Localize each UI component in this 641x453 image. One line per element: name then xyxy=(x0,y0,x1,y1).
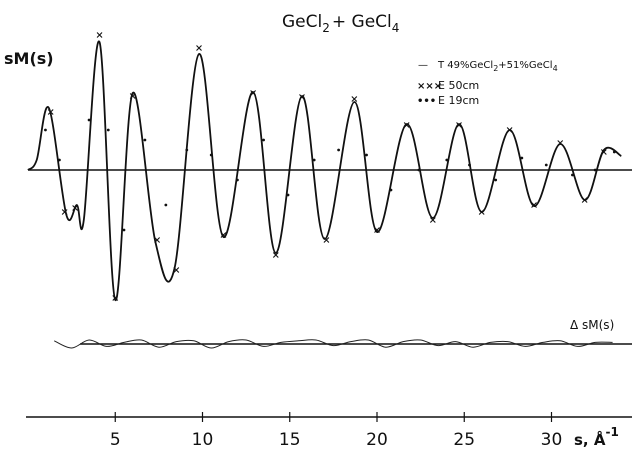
y-axis-label: sM(s) xyxy=(4,49,54,68)
chart-title: GeCl2 + GeCl4 xyxy=(282,12,399,35)
series-19cm-point xyxy=(262,138,265,142)
series-50cm-point xyxy=(47,109,54,115)
series-50cm-point xyxy=(173,267,180,273)
legend-entry-theory: — T 49%GeCl2+51%GeCl4 xyxy=(418,60,558,73)
series-50cm-point xyxy=(272,252,279,258)
series-50cm-point xyxy=(196,45,202,51)
series-19cm-point xyxy=(365,153,368,157)
series-19cm-point xyxy=(58,158,61,162)
x-tick-label: 15 xyxy=(279,430,301,450)
x-tick-label: 20 xyxy=(366,430,388,450)
series-50cm-point xyxy=(531,202,537,208)
series-50cm-point xyxy=(506,127,513,133)
series-50cm-point xyxy=(323,237,330,243)
series-19cm-point xyxy=(185,148,189,152)
series-19cm-point xyxy=(44,128,47,132)
series-50cm-point xyxy=(96,32,103,38)
x-tick-label: 25 xyxy=(453,430,475,450)
series-19cm-point xyxy=(312,158,316,162)
series-50cm-point xyxy=(557,140,564,146)
series-50cm-point xyxy=(220,232,227,238)
series-19cm-point xyxy=(494,178,498,182)
legend-entry-19cm: ••• E 19cm xyxy=(417,94,479,107)
legend: — T 49%GeCl2+51%GeCl4 ××× E 50cm ••• E 1… xyxy=(417,60,558,107)
legend-marker-theory: — xyxy=(418,60,428,71)
series-layer xyxy=(27,32,622,301)
difference-layer xyxy=(53,339,613,349)
x-tick-label: 5 xyxy=(110,430,121,450)
series-19cm-point xyxy=(520,156,524,160)
series-19cm-point xyxy=(164,203,168,207)
legend-marker-19cm: ••• xyxy=(417,96,436,107)
x-tick-label: 30 xyxy=(541,430,563,450)
series-50cm-point xyxy=(129,93,136,99)
series-19cm-point xyxy=(468,163,471,167)
series-50cm-point xyxy=(581,197,588,203)
series-19cm-point xyxy=(593,168,597,172)
series-19cm-point xyxy=(236,178,239,182)
legend-label-19cm: E 19cm xyxy=(438,94,479,107)
legend-entry-50cm: ××× E 50cm xyxy=(417,79,479,92)
series-19cm-point xyxy=(612,150,616,154)
series-50cm-point xyxy=(600,149,607,155)
series-50cm-point xyxy=(478,209,485,215)
series-50cm-point xyxy=(456,122,462,128)
legend-marker-50cm: ××× xyxy=(417,81,442,92)
series-50cm-point xyxy=(72,205,79,211)
series-19cm-point xyxy=(389,188,393,192)
difference-curve xyxy=(53,339,613,349)
difference-label: Δ sM(s) xyxy=(570,318,614,332)
x-axis-ticks: 5 10 15 20 25 30 xyxy=(110,412,562,450)
series-19cm-point xyxy=(337,148,341,152)
series-50cm-point xyxy=(374,227,380,233)
x-tick-label: 10 xyxy=(192,430,214,450)
legend-label-theory: T 49%GeCl2+51%GeCl4 xyxy=(437,60,558,73)
x-axis-label: s, Å-1 xyxy=(574,425,619,449)
series-19cm-point xyxy=(122,228,126,232)
series-50cm-point xyxy=(429,217,436,223)
series-theory-line xyxy=(27,40,622,301)
series-19cm-point xyxy=(87,118,91,122)
series-19cm-point xyxy=(209,153,213,157)
series-19cm-point xyxy=(445,158,449,162)
series-50cm-point xyxy=(112,295,119,301)
series-19cm-point xyxy=(417,168,421,172)
series-50cm-point xyxy=(351,96,358,102)
series-19cm-point xyxy=(106,128,110,132)
series-50cm-point xyxy=(61,209,68,215)
legend-label-50cm: E 50cm xyxy=(438,79,479,92)
series-50cm-point xyxy=(154,237,161,243)
series-50cm-point xyxy=(299,94,305,100)
series-19cm-point xyxy=(544,163,548,167)
series-19cm-point xyxy=(286,193,290,197)
series-50cm-point xyxy=(250,90,256,96)
series-19cm-point xyxy=(571,173,574,177)
series-19cm-point xyxy=(143,138,147,142)
series-50cm-point xyxy=(403,122,410,128)
